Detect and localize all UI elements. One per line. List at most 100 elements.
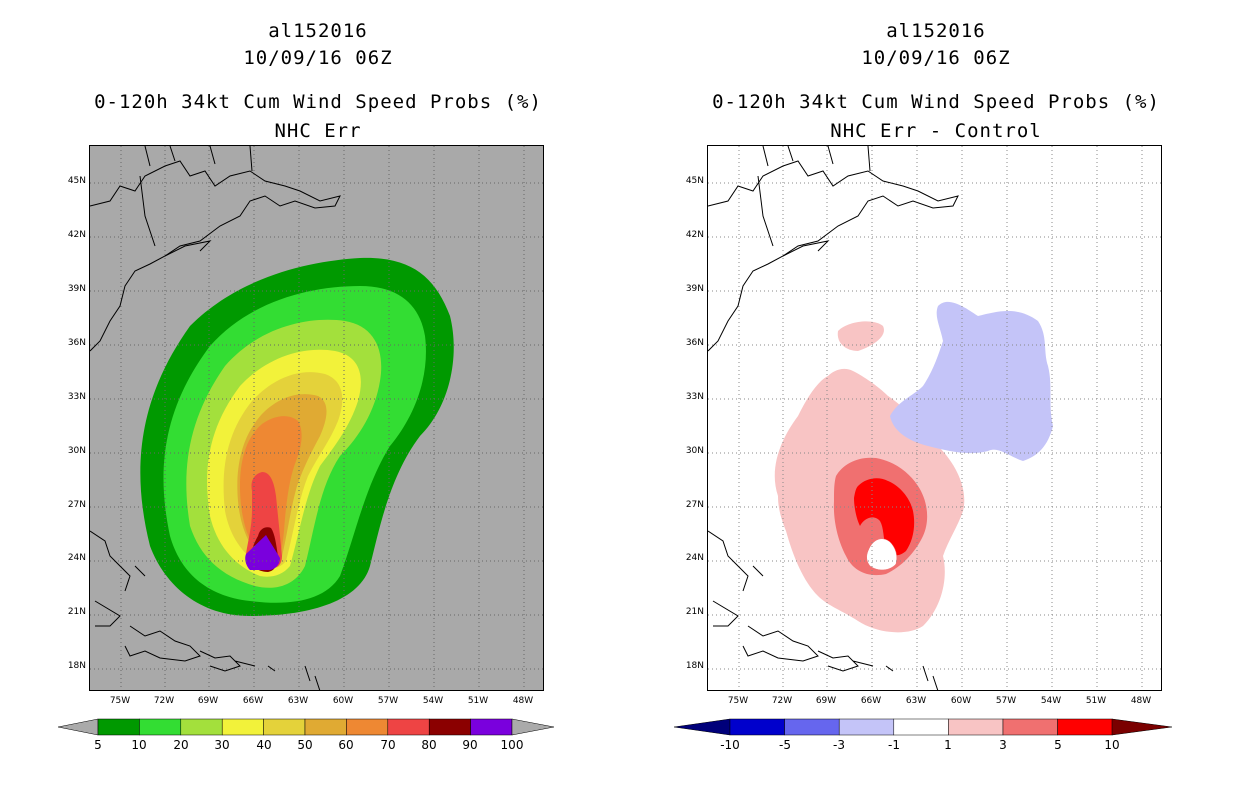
storm-id: al152016 — [886, 20, 986, 42]
lat-label-39N: 39N — [685, 284, 704, 294]
lon-label-63W: 63W — [905, 696, 927, 706]
lon-label-72W: 72W — [771, 696, 793, 706]
cb-right-label-3: 3 — [999, 738, 1007, 752]
cb-right-label-10: 10 — [1104, 738, 1120, 752]
lat-label-45N: 45N — [67, 176, 86, 186]
cb-right-label-5: 5 — [1054, 738, 1062, 752]
cb-right-label--1: -1 — [888, 738, 900, 752]
lon-label-51W: 51W — [1085, 696, 1107, 706]
lon-label-54W: 54W — [422, 696, 444, 706]
datetime: 10/09/16 06Z — [243, 47, 393, 69]
cb-left-label-60: 60 — [338, 738, 354, 752]
lat-label-39N: 39N — [67, 284, 86, 294]
cb-left-label-70: 70 — [380, 738, 396, 752]
colorbar-right-bin-0 — [729, 718, 785, 736]
lon-label-48W: 48W — [1130, 696, 1152, 706]
lon-label-57W: 57W — [377, 696, 399, 706]
lat-label-21N: 21N — [685, 607, 704, 617]
contour-90 — [245, 535, 280, 570]
colorbar-left-bin-8 — [428, 718, 471, 736]
cb-left-label-100: 100 — [500, 738, 524, 752]
subtitle: NHC Err — [274, 120, 362, 142]
graticule — [90, 146, 543, 690]
map-right — [707, 145, 1162, 691]
lon-label-57W: 57W — [995, 696, 1017, 706]
diff-neg-1 — [890, 301, 1053, 461]
graticule — [708, 146, 1161, 690]
lon-label-48W: 48W — [512, 696, 534, 706]
lon-label-60W: 60W — [332, 696, 354, 706]
cb-left-label-90: 90 — [462, 738, 478, 752]
lon-label-54W: 54W — [1040, 696, 1062, 706]
product-title: 0-120h 34kt Cum Wind Speed Probs (%) — [94, 91, 542, 113]
colorbar-right-bin-6 — [1057, 718, 1113, 736]
cb-left-label-50: 50 — [297, 738, 313, 752]
diff-pos-1-north — [837, 321, 884, 351]
subtitle: NHC Err - Control — [830, 120, 1042, 142]
cb-left-label-20: 20 — [173, 738, 189, 752]
cb-right-label--10: -10 — [720, 738, 740, 752]
colorbar-left — [58, 718, 554, 736]
lat-label-18N: 18N — [67, 661, 86, 671]
left-panel: al152016 10/09/16 06Z 0-120h 34kt Cum Wi… — [58, 20, 554, 752]
lat-label-27N: 27N — [67, 500, 86, 510]
lat-label-30N: 30N — [67, 446, 86, 456]
lat-label-33N: 33N — [685, 392, 704, 402]
lat-label-27N: 27N — [685, 500, 704, 510]
cb-left-label-10: 10 — [131, 738, 147, 752]
colorbar-right-bin-4 — [948, 718, 1004, 736]
lat-label-24N: 24N — [685, 553, 704, 563]
colorbar-right-low-arrow — [674, 718, 731, 736]
product-title: 0-120h 34kt Cum Wind Speed Probs (%) — [712, 91, 1160, 113]
lat-label-24N: 24N — [67, 553, 86, 563]
colorbar-right-bin-5 — [1002, 718, 1058, 736]
datetime: 10/09/16 06Z — [861, 47, 1011, 69]
lon-label-75W: 75W — [727, 696, 749, 706]
cb-right-label-1: 1 — [944, 738, 952, 752]
lon-label-75W: 75W — [109, 696, 131, 706]
cb-left-label-40: 40 — [256, 738, 272, 752]
colorbar-right — [674, 718, 1173, 736]
lat-label-42N: 42N — [685, 230, 704, 240]
diff-hole — [866, 538, 897, 571]
colorbar-left-bin-0 — [97, 718, 140, 736]
cb-left-label-30: 30 — [214, 738, 230, 752]
lon-label-63W: 63W — [287, 696, 309, 706]
lon-label-66W: 66W — [242, 696, 264, 706]
lon-label-72W: 72W — [153, 696, 175, 706]
lat-label-30N: 30N — [685, 446, 704, 456]
diff-pos-5 — [854, 478, 915, 556]
colorbar-left-bin-2 — [180, 718, 223, 736]
colorbar-left-bin-1 — [139, 718, 182, 736]
map-left — [89, 145, 544, 691]
lat-label-33N: 33N — [67, 392, 86, 402]
coastlines — [90, 146, 341, 690]
colorbar-left-high-arrow — [511, 718, 554, 736]
colorbar-left-bin-6 — [346, 718, 389, 736]
colorbar-left-bin-5 — [304, 718, 347, 736]
right-panel: al152016 10/09/16 06Z 0-120h 34kt Cum Wi… — [618, 0, 1236, 800]
colorbar-right-high-arrow — [1111, 718, 1173, 736]
lat-label-21N: 21N — [67, 607, 86, 617]
lon-label-66W: 66W — [860, 696, 882, 706]
lat-label-36N: 36N — [67, 338, 86, 348]
colorbar-right-bin-1 — [784, 718, 840, 736]
storm-id: al152016 — [268, 20, 368, 42]
lat-label-36N: 36N — [685, 338, 704, 348]
colorbar-left-bin-9 — [470, 718, 513, 736]
cb-right-label--5: -5 — [779, 738, 791, 752]
lon-label-51W: 51W — [467, 696, 489, 706]
lon-label-69W: 69W — [197, 696, 219, 706]
cb-right-label--3: -3 — [833, 738, 845, 752]
colorbar-left-bin-7 — [387, 718, 430, 736]
lat-label-42N: 42N — [67, 230, 86, 240]
lon-label-69W: 69W — [815, 696, 837, 706]
colorbar-right-bin-3 — [893, 718, 949, 736]
colorbar-left-bin-3 — [221, 718, 264, 736]
coastlines — [708, 146, 959, 690]
colorbar-left-bin-4 — [263, 718, 306, 736]
lat-label-18N: 18N — [685, 661, 704, 671]
colorbar-left-low-arrow — [58, 718, 99, 736]
cb-left-label-5: 5 — [94, 738, 102, 752]
lon-label-60W: 60W — [950, 696, 972, 706]
